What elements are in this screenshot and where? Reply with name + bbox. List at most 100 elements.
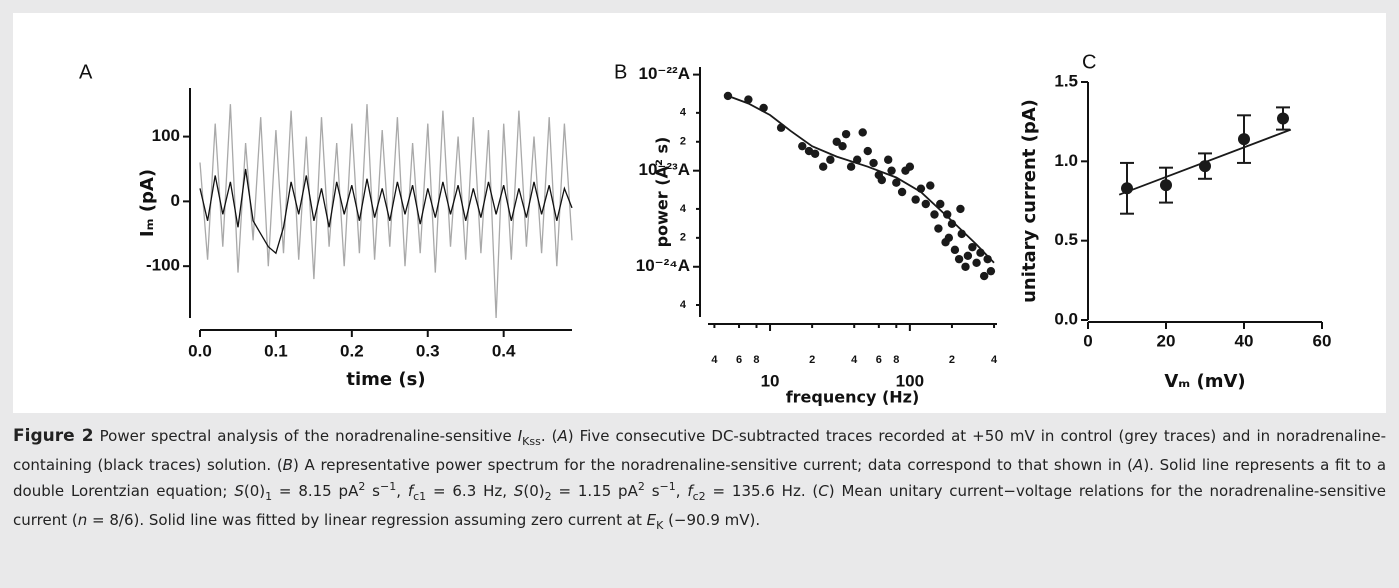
caption-text: −1 [659, 480, 676, 494]
point [936, 199, 945, 209]
caption-text: C [818, 482, 829, 501]
caption-text: B [282, 455, 293, 474]
caption-text: Kss [522, 435, 541, 448]
point [905, 162, 915, 171]
x-tick-label: 60 [1313, 331, 1332, 350]
point [954, 254, 964, 264]
point [979, 271, 989, 281]
caption-text: = 8.15 pA [272, 482, 359, 501]
point [926, 181, 935, 190]
x-tick-label: 2 [809, 354, 815, 366]
x-tick-label: 40 [1235, 331, 1254, 350]
x-tick-label: 2 [949, 354, 955, 366]
y-tick-label: 1.5 [1054, 71, 1078, 90]
caption-text: (−90.9 mV). [663, 510, 761, 529]
x-tick-label: 0.2 [340, 341, 364, 360]
caption-text: = 6.3 Hz, [426, 482, 514, 501]
point [846, 162, 856, 171]
x-tick-label: 100 [896, 371, 924, 390]
point [892, 178, 901, 187]
caption-text: Power spectral analysis of the noradrena… [93, 427, 518, 445]
caption-text: K [656, 518, 664, 532]
caption-label: Figure 2 [13, 426, 94, 446]
point [838, 141, 847, 151]
trace [727, 95, 995, 264]
point [858, 128, 867, 137]
caption-text: , [675, 482, 688, 501]
point [744, 95, 753, 104]
point [826, 155, 835, 164]
point [883, 155, 893, 164]
point [832, 137, 841, 146]
caption-text: s [644, 482, 660, 501]
caption-text: . ( [540, 427, 558, 445]
caption-text: ) Five consecutive DC-subtracted traces … [13, 427, 1386, 474]
caption-text: −1 [380, 480, 397, 494]
x-tick-label: 4 [711, 354, 718, 366]
point [869, 158, 878, 168]
point [943, 210, 952, 219]
caption-text: (0) [523, 482, 545, 501]
caption-text: (0) [243, 482, 266, 501]
x-tick-label: 8 [893, 354, 899, 366]
point [930, 210, 939, 219]
caption-text: 1 [265, 490, 273, 504]
y-tick-label: 10⁻²²A [639, 64, 690, 83]
caption-text: S [513, 482, 524, 501]
point [1277, 112, 1289, 125]
point [950, 245, 960, 255]
y-tick-label: -100 [146, 256, 180, 275]
caption-text: 2 [358, 480, 366, 494]
point [877, 175, 887, 185]
caption: Figure 2 Power spectral analysis of the … [13, 425, 1386, 537]
trace [199, 104, 573, 319]
caption-text: ) Mean unitary current−voltage relations… [13, 482, 1387, 529]
caption-text: E [646, 510, 657, 529]
point [947, 219, 957, 229]
caption-text: ) A representative power spectrum for th… [292, 455, 1134, 474]
point [934, 224, 943, 233]
x-tick-label: 6 [876, 354, 882, 366]
trace [1118, 128, 1292, 196]
point [810, 149, 820, 158]
y-tick-label: 100 [152, 126, 180, 145]
point [887, 166, 896, 175]
x-tick-label: 0.4 [492, 341, 516, 360]
panel-label: B [614, 61, 627, 83]
x-tick-label: 20 [1157, 331, 1176, 350]
caption-text: ). Solid line represents a fit to a doub… [13, 455, 1387, 501]
point [863, 146, 872, 156]
caption-text: , [396, 482, 408, 501]
caption-text: f [407, 482, 414, 501]
x-tick-label: 0.3 [416, 341, 440, 360]
x-tick-label: 6 [736, 354, 742, 366]
caption-text: 2 [544, 490, 552, 504]
caption-text: = 135.6 Hz. ( [705, 482, 819, 501]
point [911, 195, 920, 204]
caption-text: = 8/6). Solid line was fitted by linear … [87, 510, 647, 529]
point [963, 251, 973, 261]
x-tick-label: 0.0 [188, 341, 212, 360]
x-axis-title: frequency (Hz) [786, 388, 920, 407]
point [944, 233, 954, 243]
y-axis-title: unitary current (pA) [1019, 99, 1040, 303]
point [972, 258, 981, 267]
caption-text: S [234, 482, 244, 501]
point [1160, 179, 1172, 192]
panel-label: C [1082, 51, 1096, 73]
y-tick-label: 10⁻²⁴A [636, 256, 690, 275]
caption-text: c2 [692, 490, 706, 504]
y-tick-label: 4 [680, 203, 687, 215]
point [961, 262, 970, 271]
x-axis-title: Vₘ (mV) [1164, 371, 1245, 392]
y-tick-label: 4 [680, 107, 687, 119]
y-tick-label: 0 [171, 191, 180, 210]
point [897, 187, 907, 197]
y-tick-label: 10⁻²³A [639, 160, 690, 179]
point [986, 266, 996, 276]
caption-text: f [687, 482, 693, 501]
point [956, 204, 965, 214]
point [1238, 133, 1250, 146]
x-axis-title: time (s) [346, 369, 425, 390]
